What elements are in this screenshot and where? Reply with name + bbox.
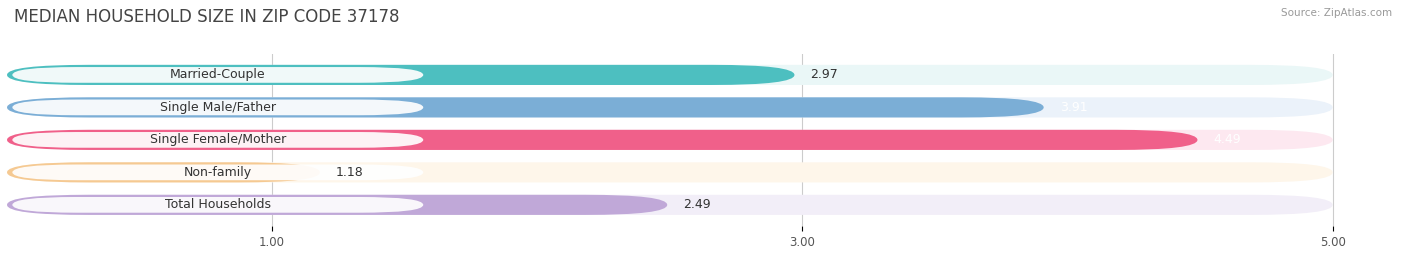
Text: 1.18: 1.18 xyxy=(336,166,364,179)
FancyBboxPatch shape xyxy=(7,65,794,85)
FancyBboxPatch shape xyxy=(7,162,1333,182)
FancyBboxPatch shape xyxy=(13,132,423,148)
Text: 2.97: 2.97 xyxy=(810,68,838,82)
FancyBboxPatch shape xyxy=(13,100,423,115)
FancyBboxPatch shape xyxy=(7,97,1333,118)
FancyBboxPatch shape xyxy=(7,130,1333,150)
FancyBboxPatch shape xyxy=(13,197,423,213)
Text: Source: ZipAtlas.com: Source: ZipAtlas.com xyxy=(1281,8,1392,18)
FancyBboxPatch shape xyxy=(7,162,321,182)
FancyBboxPatch shape xyxy=(7,195,1333,215)
Text: Single Male/Father: Single Male/Father xyxy=(160,101,276,114)
Text: 4.49: 4.49 xyxy=(1213,133,1241,146)
FancyBboxPatch shape xyxy=(13,67,423,83)
Text: Married-Couple: Married-Couple xyxy=(170,68,266,82)
Text: 2.49: 2.49 xyxy=(683,198,711,211)
Text: 3.91: 3.91 xyxy=(1060,101,1087,114)
FancyBboxPatch shape xyxy=(7,195,668,215)
FancyBboxPatch shape xyxy=(13,165,423,180)
FancyBboxPatch shape xyxy=(7,130,1198,150)
Text: MEDIAN HOUSEHOLD SIZE IN ZIP CODE 37178: MEDIAN HOUSEHOLD SIZE IN ZIP CODE 37178 xyxy=(14,8,399,26)
FancyBboxPatch shape xyxy=(7,97,1043,118)
Text: Non-family: Non-family xyxy=(184,166,252,179)
Text: Single Female/Mother: Single Female/Mother xyxy=(149,133,285,146)
Text: Total Households: Total Households xyxy=(165,198,271,211)
FancyBboxPatch shape xyxy=(7,65,1333,85)
